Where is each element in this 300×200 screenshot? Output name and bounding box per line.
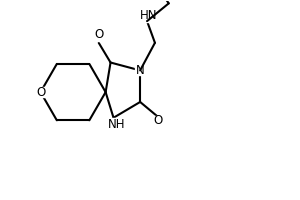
Bar [153, 116, 164, 127]
Text: O: O [36, 86, 45, 99]
Bar [139, 9, 157, 22]
Text: O: O [153, 114, 163, 127]
Text: O: O [94, 28, 103, 41]
Bar [36, 87, 46, 97]
Text: NH: NH [108, 118, 125, 131]
Text: N: N [136, 64, 145, 77]
Text: HN: HN [140, 9, 158, 22]
Bar [94, 30, 105, 41]
Bar [108, 118, 125, 132]
Bar [135, 64, 146, 75]
